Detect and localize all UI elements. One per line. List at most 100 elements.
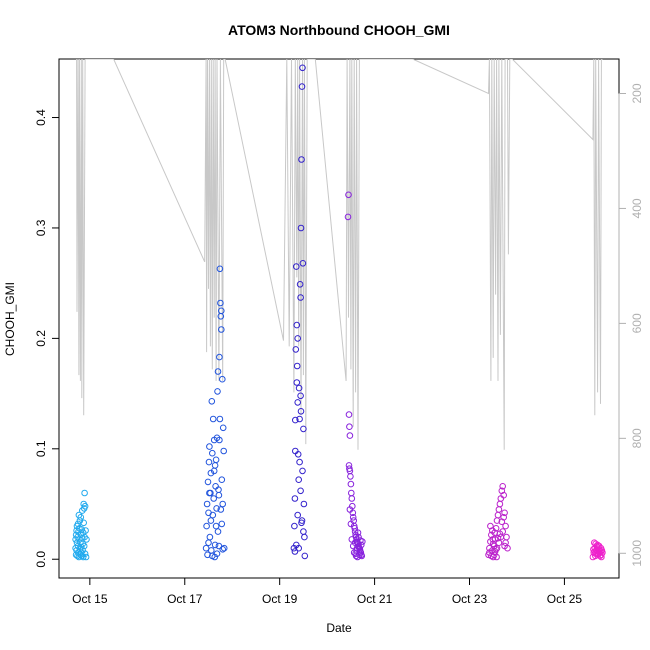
data-point bbox=[495, 539, 503, 547]
data-point bbox=[80, 542, 88, 550]
data-point bbox=[219, 424, 227, 432]
data-point bbox=[218, 326, 225, 333]
data-point bbox=[352, 552, 360, 560]
data-point bbox=[217, 506, 225, 513]
data-point bbox=[209, 449, 216, 457]
data-point bbox=[591, 548, 599, 555]
data-point bbox=[212, 456, 220, 464]
data-point bbox=[81, 502, 89, 510]
x-tick-label: Oct 19 bbox=[262, 592, 298, 606]
data-point bbox=[291, 548, 299, 555]
data-point bbox=[353, 544, 361, 552]
data-point bbox=[292, 447, 299, 455]
data-point bbox=[216, 353, 223, 361]
data-point bbox=[345, 191, 352, 199]
data-point bbox=[299, 467, 306, 475]
x-axis: Oct 15 Oct 17 Oct 19 Oct 21 Oct 23 Oct 25 bbox=[72, 577, 583, 606]
data-point bbox=[300, 425, 307, 433]
data-point bbox=[214, 528, 222, 535]
data-point bbox=[215, 491, 223, 499]
data-point bbox=[216, 436, 223, 444]
data-point bbox=[213, 505, 220, 512]
data-point bbox=[291, 495, 299, 502]
data-point bbox=[209, 415, 217, 423]
x-tick-label: Oct 21 bbox=[357, 592, 393, 606]
data-point bbox=[207, 469, 215, 477]
data-point bbox=[220, 544, 228, 552]
y-tick-label: 0.0 bbox=[34, 551, 48, 568]
data-point bbox=[300, 500, 308, 508]
data-point bbox=[488, 531, 495, 539]
data-point bbox=[203, 500, 211, 508]
data-point bbox=[301, 552, 309, 560]
data-point bbox=[347, 480, 355, 488]
data-point bbox=[347, 520, 355, 528]
data-point bbox=[503, 533, 510, 541]
data-point bbox=[218, 307, 225, 315]
data-point bbox=[504, 544, 511, 552]
data-point bbox=[294, 335, 302, 342]
data-point bbox=[203, 522, 210, 530]
data-point bbox=[206, 443, 213, 450]
x-axis-label: Date bbox=[326, 621, 352, 635]
data-point bbox=[219, 375, 226, 383]
data-point bbox=[293, 321, 301, 329]
data-point bbox=[214, 388, 221, 395]
data-point bbox=[213, 550, 221, 558]
data-point bbox=[205, 458, 213, 466]
data-point bbox=[591, 539, 598, 547]
data-point bbox=[216, 265, 224, 273]
data-point bbox=[299, 260, 307, 267]
data-point bbox=[214, 368, 222, 375]
data-point bbox=[359, 538, 366, 545]
data-point bbox=[209, 511, 217, 519]
right-axis: 200 400 600 800 1000 bbox=[618, 83, 644, 567]
data-point bbox=[294, 399, 302, 406]
data-point bbox=[492, 546, 500, 553]
data-point bbox=[295, 476, 303, 484]
data-point bbox=[206, 489, 213, 497]
scatter-points bbox=[72, 64, 606, 561]
data-point bbox=[491, 529, 499, 537]
data-point bbox=[210, 467, 218, 475]
data-point bbox=[345, 411, 353, 418]
data-point bbox=[298, 517, 306, 524]
data-point bbox=[204, 551, 211, 559]
data-point bbox=[293, 263, 300, 270]
data-point bbox=[82, 527, 89, 534]
data-point bbox=[208, 398, 216, 405]
x-tick-label: Oct 15 bbox=[72, 592, 108, 606]
data-point bbox=[295, 544, 303, 552]
data-point bbox=[349, 514, 357, 521]
data-point bbox=[493, 553, 500, 561]
y-axis: 0.0 0.1 0.2 0.3 0.4 bbox=[34, 109, 60, 568]
plot-frame bbox=[58, 58, 620, 579]
data-point bbox=[355, 533, 362, 541]
data-point bbox=[220, 447, 227, 455]
data-point bbox=[218, 520, 226, 528]
data-point bbox=[80, 519, 87, 527]
data-point bbox=[348, 536, 356, 543]
data-point bbox=[500, 514, 508, 521]
data-point bbox=[297, 408, 305, 415]
data-point bbox=[348, 489, 355, 497]
data-point bbox=[205, 539, 212, 547]
data-point bbox=[496, 500, 504, 508]
data-point bbox=[219, 546, 226, 553]
y-tick-label: 0.4 bbox=[34, 109, 48, 126]
data-point bbox=[206, 533, 214, 541]
x-tick-label: Oct 25 bbox=[547, 592, 583, 606]
data-point bbox=[81, 550, 89, 558]
x-tick-label: Oct 17 bbox=[167, 592, 203, 606]
data-point bbox=[216, 415, 224, 423]
data-point bbox=[78, 526, 86, 533]
data-point bbox=[501, 509, 508, 517]
data-point bbox=[297, 294, 304, 301]
data-point bbox=[351, 539, 359, 547]
data-point bbox=[77, 514, 85, 521]
data-point bbox=[493, 544, 501, 552]
data-point bbox=[346, 506, 354, 513]
right-tick-label: 400 bbox=[630, 198, 644, 218]
data-point bbox=[292, 416, 299, 424]
